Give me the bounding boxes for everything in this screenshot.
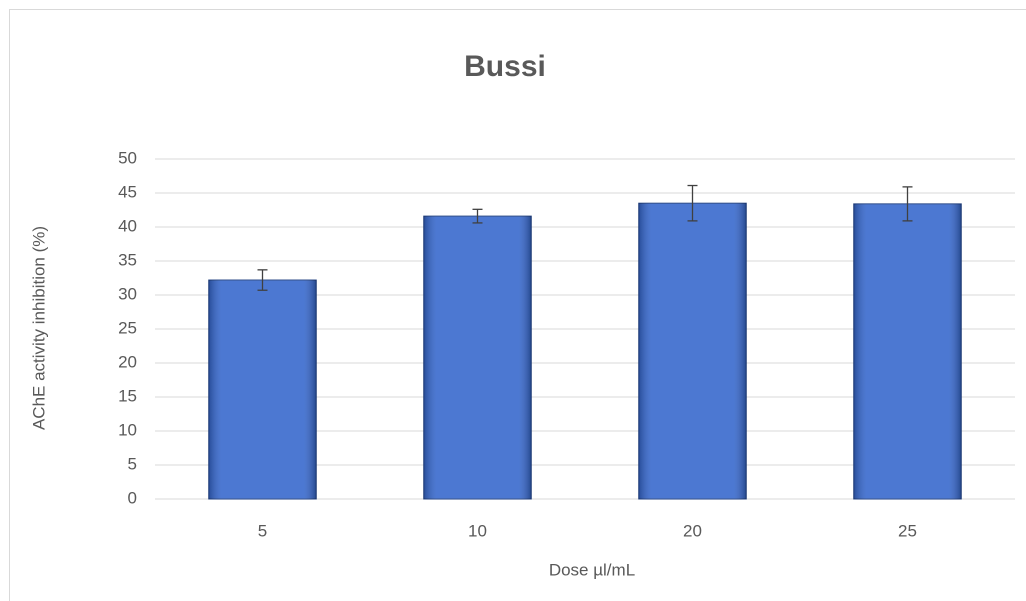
y-axis-label: AChE activity inhibition (%)	[29, 226, 48, 430]
chart-frame	[9, 9, 1026, 601]
bar	[638, 202, 747, 500]
y-tick-label: 5	[128, 454, 137, 473]
bar	[853, 203, 962, 500]
y-tick-label: 45	[118, 182, 137, 201]
y-tick-label: 10	[118, 420, 137, 439]
x-axis-label: Dose µl/mL	[549, 560, 635, 579]
y-tick-label: 35	[118, 250, 137, 269]
y-tick-label: 25	[118, 318, 137, 337]
chart-title: Bussi	[464, 50, 546, 83]
x-tick-label: 5	[258, 521, 267, 540]
error-bar	[687, 184, 698, 222]
x-tick-label: 20	[683, 521, 702, 540]
y-tick-label: 40	[118, 216, 137, 235]
error-bar	[902, 186, 913, 222]
y-tick-label: 15	[118, 386, 137, 405]
y-tick-label: 20	[118, 352, 137, 371]
bar	[423, 215, 532, 500]
y-tick-label: 30	[118, 284, 137, 303]
bar	[208, 279, 317, 500]
y-tick-label: 0	[128, 488, 137, 507]
x-tick-label: 25	[898, 521, 917, 540]
error-bar	[472, 208, 483, 224]
error-bar	[257, 269, 268, 291]
y-tick-label: 50	[118, 148, 137, 167]
x-tick-label: 10	[468, 521, 487, 540]
